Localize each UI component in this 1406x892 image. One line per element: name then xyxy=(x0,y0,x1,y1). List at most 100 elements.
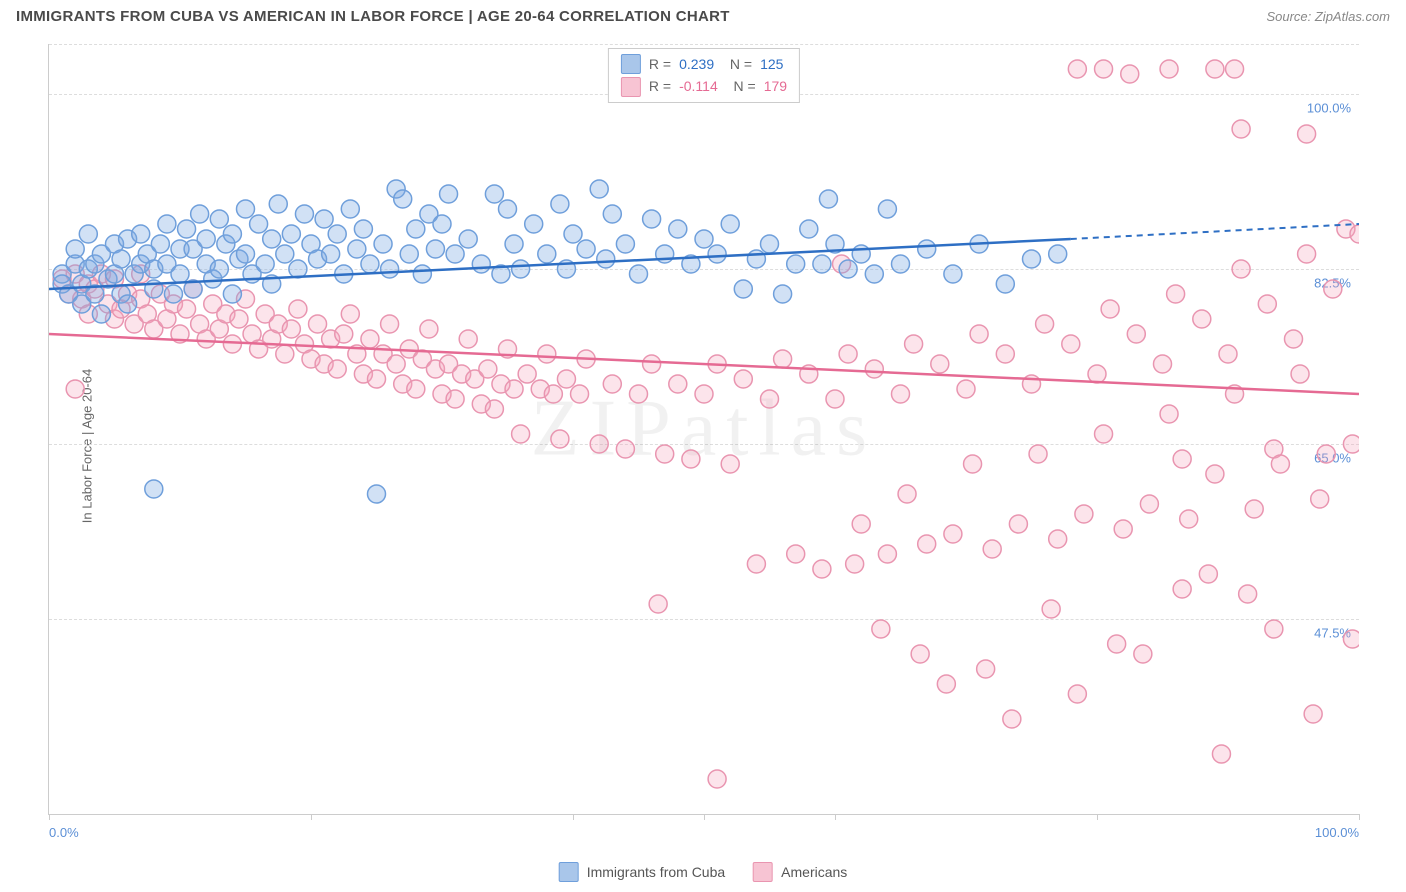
data-point xyxy=(413,265,431,283)
data-point xyxy=(571,385,589,403)
data-point xyxy=(603,375,621,393)
data-point xyxy=(577,240,595,258)
xtick xyxy=(1097,814,1098,820)
data-point xyxy=(616,235,634,253)
data-point xyxy=(407,220,425,238)
data-point xyxy=(459,330,477,348)
legend-item-americans: Americans xyxy=(753,862,847,882)
data-point xyxy=(191,205,209,223)
data-point xyxy=(819,190,837,208)
data-point xyxy=(282,320,300,338)
data-point xyxy=(1173,580,1191,598)
data-point xyxy=(1068,60,1086,78)
data-point xyxy=(761,235,779,253)
data-point xyxy=(1160,60,1178,78)
data-point xyxy=(1114,520,1132,538)
n-label: N = xyxy=(722,53,752,75)
xtick xyxy=(49,814,50,820)
data-point xyxy=(898,485,916,503)
data-point xyxy=(381,260,399,278)
data-point xyxy=(564,225,582,243)
data-point xyxy=(518,365,536,383)
data-point xyxy=(361,330,379,348)
data-point xyxy=(1023,250,1041,268)
data-point xyxy=(721,455,739,473)
data-point xyxy=(1173,450,1191,468)
data-point xyxy=(1343,630,1359,648)
data-point xyxy=(407,380,425,398)
data-point xyxy=(210,260,228,278)
data-point xyxy=(446,390,464,408)
data-point xyxy=(892,255,910,273)
data-point xyxy=(440,185,458,203)
swatch-americans xyxy=(621,77,641,97)
series-legend: Immigrants from Cuba Americans xyxy=(559,862,848,882)
data-point xyxy=(747,250,765,268)
data-point xyxy=(538,345,556,363)
data-point xyxy=(957,380,975,398)
data-point xyxy=(918,240,936,258)
data-point xyxy=(132,225,150,243)
data-point xyxy=(1036,315,1054,333)
legend-row-americans: R = -0.114 N = 179 xyxy=(621,75,787,97)
data-point xyxy=(499,200,517,218)
data-point xyxy=(66,380,84,398)
data-point xyxy=(616,440,634,458)
data-point xyxy=(1029,445,1047,463)
data-point xyxy=(178,220,196,238)
data-point xyxy=(237,200,255,218)
data-point xyxy=(276,245,294,263)
data-point xyxy=(839,260,857,278)
data-point xyxy=(1049,245,1067,263)
data-point xyxy=(381,315,399,333)
data-point xyxy=(669,375,687,393)
r-label: R = xyxy=(649,75,671,97)
data-point xyxy=(328,360,346,378)
data-point xyxy=(1088,365,1106,383)
data-point xyxy=(656,445,674,463)
xtick xyxy=(573,814,574,820)
data-point xyxy=(669,220,687,238)
data-point xyxy=(289,300,307,318)
xtick xyxy=(704,814,705,820)
data-point xyxy=(1108,635,1126,653)
data-point xyxy=(944,525,962,543)
data-point xyxy=(1095,425,1113,443)
data-point xyxy=(328,225,346,243)
data-point xyxy=(721,215,739,233)
data-point xyxy=(590,180,608,198)
data-point xyxy=(682,450,700,468)
data-point xyxy=(178,300,196,318)
data-point xyxy=(505,380,523,398)
data-point xyxy=(1232,260,1250,278)
legend-label-cuba: Immigrants from Cuba xyxy=(587,864,725,880)
data-point xyxy=(1154,355,1172,373)
data-point xyxy=(335,325,353,343)
data-point xyxy=(361,255,379,273)
data-point xyxy=(970,325,988,343)
data-point xyxy=(295,205,313,223)
data-point xyxy=(1167,285,1185,303)
xtick xyxy=(311,814,312,820)
data-point xyxy=(1258,295,1276,313)
data-point xyxy=(557,370,575,388)
data-point xyxy=(263,230,281,248)
data-point xyxy=(1232,120,1250,138)
data-point xyxy=(282,225,300,243)
data-point xyxy=(892,385,910,403)
data-point xyxy=(774,285,792,303)
data-point xyxy=(223,285,241,303)
data-point xyxy=(525,215,543,233)
data-point xyxy=(747,555,765,573)
data-point xyxy=(197,230,215,248)
data-point xyxy=(1239,585,1257,603)
data-point xyxy=(996,275,1014,293)
data-point xyxy=(1304,705,1322,723)
chart-title: IMMIGRANTS FROM CUBA VS AMERICAN IN LABO… xyxy=(16,8,730,25)
data-point xyxy=(485,400,503,418)
data-point xyxy=(983,540,1001,558)
data-point xyxy=(996,345,1014,363)
data-point xyxy=(66,240,84,258)
r-value-cuba: 0.239 xyxy=(679,53,714,75)
data-point xyxy=(708,245,726,263)
